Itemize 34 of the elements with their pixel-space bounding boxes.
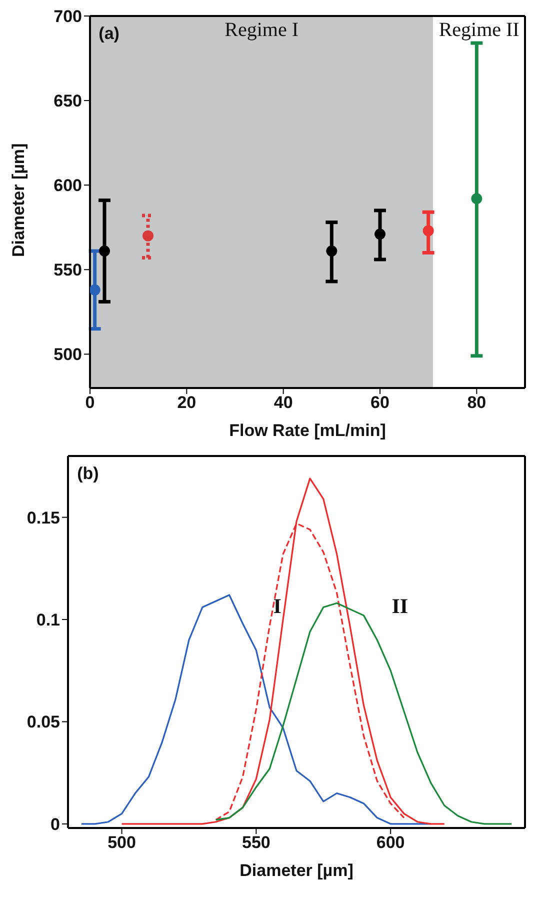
y-tick-label: 500: [54, 345, 82, 364]
point: [422, 225, 434, 236]
x-tick-label: 40: [274, 393, 293, 412]
x-tick-label: 0: [85, 393, 95, 412]
line-series: [120, 478, 446, 825]
x-tick-label: 550: [242, 833, 270, 852]
band-label: Regime II: [438, 19, 520, 42]
point: [99, 246, 110, 257]
y-tick-label: 650: [54, 92, 82, 111]
annotation: I: [273, 594, 282, 620]
annotation: II: [392, 594, 408, 620]
y-tick-label: 0.15: [26, 508, 60, 528]
x-tick-label: 80: [467, 393, 486, 412]
x-tick-label: 60: [370, 393, 390, 412]
y-axis-title: Diameter [µm]: [9, 143, 28, 257]
x-tick-label: 20: [177, 393, 196, 412]
y-tick-label: 0.05: [26, 712, 60, 732]
x-axis-title: Flow Rate [mL/min]: [229, 421, 386, 440]
point: [90, 284, 100, 296]
x-tick-label: 600: [376, 833, 405, 852]
x-axis-title: Diameter [µm]: [240, 861, 354, 880]
y-tick-label: 700: [54, 7, 82, 26]
point: [142, 230, 154, 242]
point: [374, 228, 386, 240]
x-tick-label: 500: [108, 833, 136, 852]
point: [326, 246, 338, 257]
y-tick-label: 0.1: [36, 610, 60, 630]
y-tick-label: 600: [54, 176, 82, 196]
y-tick-label: 0: [50, 814, 60, 834]
point: [471, 193, 482, 204]
annotation: (b): [77, 464, 99, 484]
annotation: (a): [98, 24, 120, 44]
y-tick-label: 550: [54, 260, 82, 280]
band-label: Regime I: [224, 19, 299, 42]
